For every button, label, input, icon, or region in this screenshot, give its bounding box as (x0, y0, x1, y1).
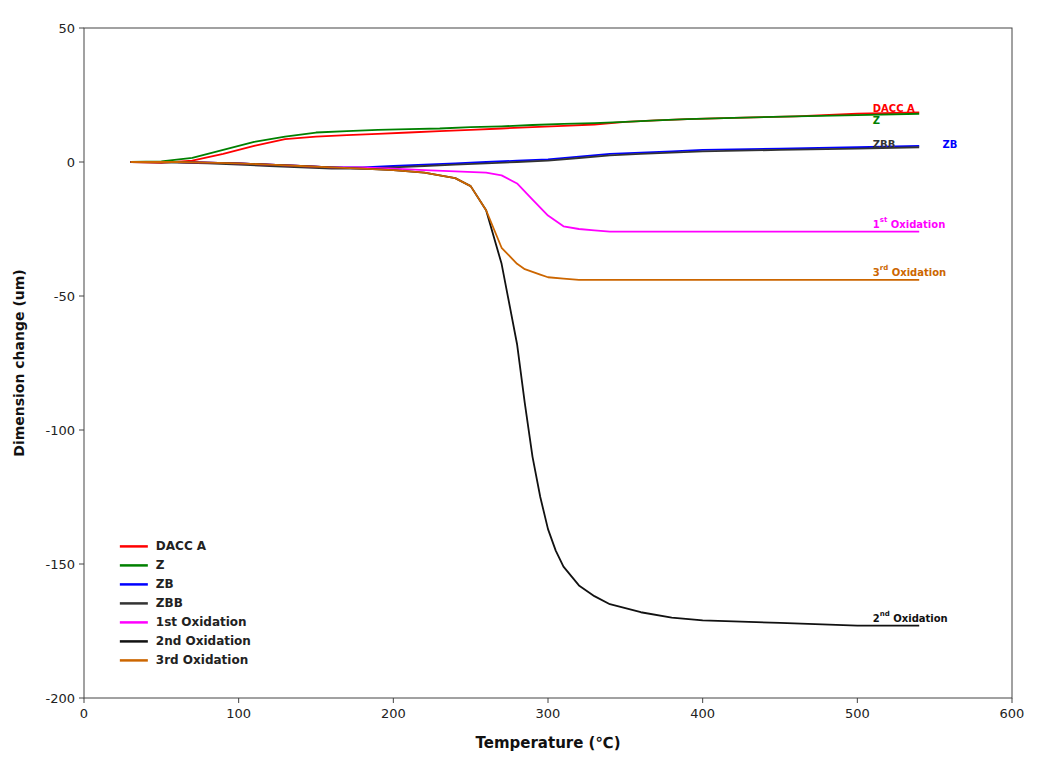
x-tick (857, 698, 858, 703)
series-line (130, 162, 919, 280)
inline-label: 1st Oxidation (873, 216, 945, 230)
legend-label: Z (156, 558, 165, 572)
inline-label: DACC A (873, 103, 915, 114)
series-line (130, 114, 919, 162)
x-tick (702, 698, 703, 703)
legend-swatch (120, 640, 148, 643)
y-axis-label: Dimension change (um) (11, 269, 27, 456)
legend-swatch (120, 583, 148, 586)
series-line (130, 112, 919, 162)
y-tick (79, 162, 84, 163)
y-tick-label: -150 (45, 557, 75, 572)
legend-swatch (120, 621, 148, 624)
y-tick-label: 0 (67, 155, 75, 170)
series-line (130, 147, 919, 168)
y-tick (79, 28, 84, 29)
x-tick-label: 200 (381, 706, 406, 721)
series-line (130, 162, 919, 626)
legend-label: DACC A (156, 539, 207, 553)
y-tick-label: -50 (54, 289, 75, 304)
chart: 0100200300400500600500-50-100-150-200Tem… (0, 0, 1042, 770)
legend-label: 1st Oxidation (156, 615, 247, 629)
x-tick-label: 500 (845, 706, 870, 721)
x-tick (238, 698, 239, 703)
legend-label: 2nd Oxidation (156, 634, 251, 648)
x-tick-label: 600 (1000, 706, 1025, 721)
legend-label: ZBB (156, 596, 183, 610)
x-tick-label: 300 (536, 706, 561, 721)
y-tick (79, 430, 84, 431)
series-group (130, 112, 919, 625)
y-tick (79, 698, 84, 699)
y-tick (79, 296, 84, 297)
inline-label: ZBB (873, 139, 896, 150)
y-tick-label: -100 (45, 423, 75, 438)
inline-label: Z (873, 115, 880, 126)
legend: DACC A Z ZB ZBB 1st Oxidation 2nd Oxidation 3r… (120, 539, 251, 667)
plot-frame (84, 28, 1012, 698)
x-tick-label: 400 (690, 706, 715, 721)
x-tick-label: 0 (80, 706, 88, 721)
y-tick-label: 50 (58, 21, 75, 36)
x-tick (393, 698, 394, 703)
inline-label: 3rd Oxidation (873, 264, 946, 278)
inline-label: ZB (942, 139, 957, 150)
y-tick-label: -200 (45, 691, 75, 706)
legend-swatch (120, 564, 148, 567)
legend-label: 3rd Oxidation (156, 653, 248, 667)
series-line (130, 162, 919, 232)
legend-swatch (120, 545, 148, 548)
x-tick (84, 698, 85, 703)
legend-label: ZB (156, 577, 174, 591)
legend-swatch (120, 602, 148, 605)
inline-label: 2nd Oxidation (873, 610, 948, 624)
legend-swatch (120, 659, 148, 662)
y-tick (79, 564, 84, 565)
x-tick (548, 698, 549, 703)
x-tick (1012, 698, 1013, 703)
x-tick-label: 100 (226, 706, 251, 721)
x-axis-label: Temperature (℃) (476, 734, 621, 752)
